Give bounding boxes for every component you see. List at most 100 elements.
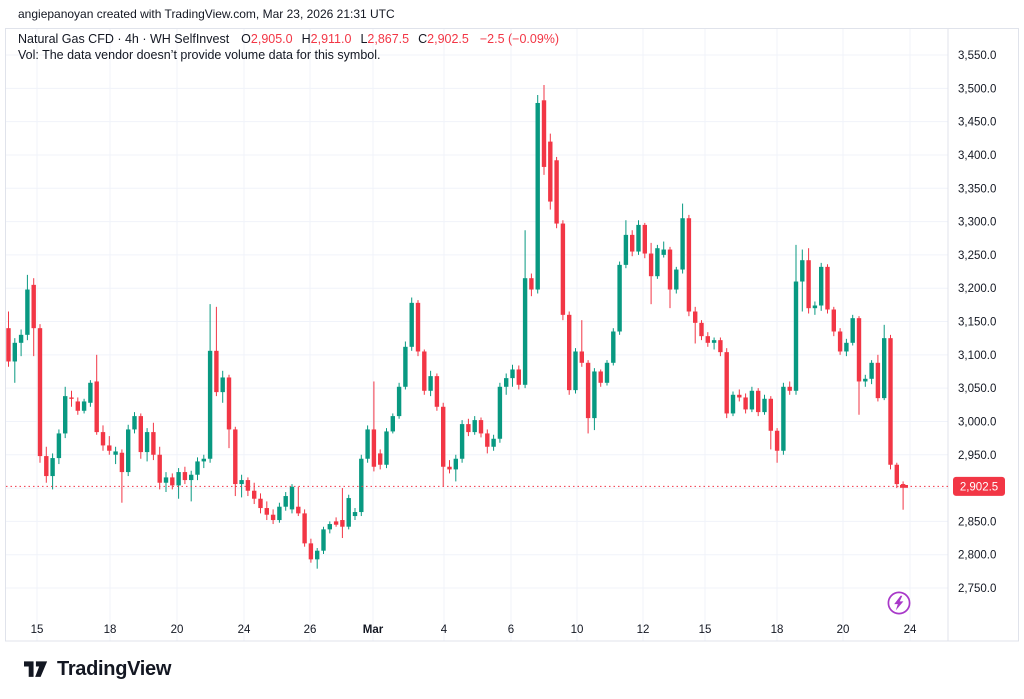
candle-body [472,420,477,433]
candle-body [113,451,118,455]
candle-body [422,351,427,391]
candle-body [642,224,647,254]
candle-body [384,431,389,465]
candle-body [548,141,553,202]
candle-body [693,311,698,323]
time-tick-label: Mar [363,624,384,636]
candle-body [258,498,263,509]
candle-body [516,369,521,385]
candle-body [264,508,269,515]
candle-body [132,416,137,430]
candle-body [277,506,282,521]
candle-body [737,394,742,398]
candle-body [636,224,641,252]
lightning-icon[interactable] [886,590,912,616]
candle-body [648,253,654,277]
candle-body [485,433,490,447]
candle-body [699,322,704,337]
candle-body [283,496,288,507]
time-tick-label: 4 [441,624,448,636]
candle-body [724,352,729,414]
tradingview-logo-icon [24,661,48,677]
price-tick-label: 3,100.0 [958,350,996,362]
candle-body [182,472,188,481]
candle-body [100,432,106,446]
candle-body [667,249,673,290]
candle-body [207,350,213,459]
symbol-title[interactable]: Natural Gas CFD · 4h · WH SelfInvest [18,32,230,46]
candle-body [617,264,622,332]
candle-body [138,416,143,453]
candle-body [611,331,616,363]
price-tick-label: 3,150.0 [958,317,996,329]
candle-body [661,249,666,255]
candle-body [270,514,276,521]
candle-body [415,302,421,352]
candle-body [239,480,244,485]
candle-body [170,477,175,486]
time-tick-label: 20 [837,624,850,636]
candle-body [56,433,62,459]
candle-body [346,498,351,527]
candle-body [157,454,162,483]
candle-body [18,334,24,343]
candle-body [812,305,818,309]
ohlc-pair: C2,902.5 [418,32,469,46]
candle-body [781,386,786,451]
time-tick-label: 6 [508,624,514,636]
candle-body [510,369,515,379]
footer-brand[interactable]: TradingView [24,658,171,681]
ohlc-pair: O2,905.0 [241,32,293,46]
candle-body [762,398,767,413]
candle-body [176,472,181,486]
candle-body [107,445,112,451]
price-tick-label: 2,750.0 [958,583,996,595]
candle-body [774,430,780,451]
time-tick-label: 18 [104,624,117,636]
ohlc-values: O2,905.0 H2,911.0 L2,867.5 C2,902.5 [241,32,478,46]
candle-body [573,351,578,391]
candle-body [705,336,710,343]
candle-body [787,386,792,391]
candle-body [535,102,540,290]
candle-body [396,386,402,417]
last-price-marker [900,484,908,488]
candle-body [447,466,452,470]
price-tick-label: 2,800.0 [958,550,996,562]
candle-body [585,362,591,419]
candle-body [623,234,629,265]
time-tick-label: 18 [771,624,784,636]
candle-body [819,266,824,306]
price-tick-label: 3,550.0 [958,50,996,62]
candle-body [869,362,874,379]
last-price-badge [953,476,1005,496]
candle-body [409,302,414,347]
price-tick-label: 3,400.0 [958,150,996,162]
candle-body [567,314,572,391]
candle-body [296,506,301,514]
candle-body [75,401,80,411]
candle-body [252,490,257,499]
candle-body [126,429,131,473]
candle-body [88,382,93,403]
attribution-text: angiepanoyan created with TradingView.co… [18,7,395,21]
candle-body [12,342,17,362]
price-tick-label: 3,350.0 [958,183,996,195]
symbol-legend[interactable]: Natural Gas CFD · 4h · WH SelfInvest O2,… [18,32,559,46]
candle-body [302,513,307,544]
price-tick-label: 2,850.0 [958,516,996,528]
brand-name: TradingView [57,658,172,680]
candle-body [592,371,597,419]
price-tick-label: 3,250.0 [958,250,996,262]
candle-body [403,346,408,387]
price-tick-label: 3,450.0 [958,117,996,129]
candle-body [604,362,610,383]
candle-body [529,278,534,290]
candle-body [554,160,559,224]
price-tick-label: 3,500.0 [958,83,996,95]
price-tick-label: 3,200.0 [958,283,996,295]
candle-body [50,458,55,477]
candle-body [144,432,150,453]
candle-body [214,350,219,393]
candle-body [825,266,830,310]
